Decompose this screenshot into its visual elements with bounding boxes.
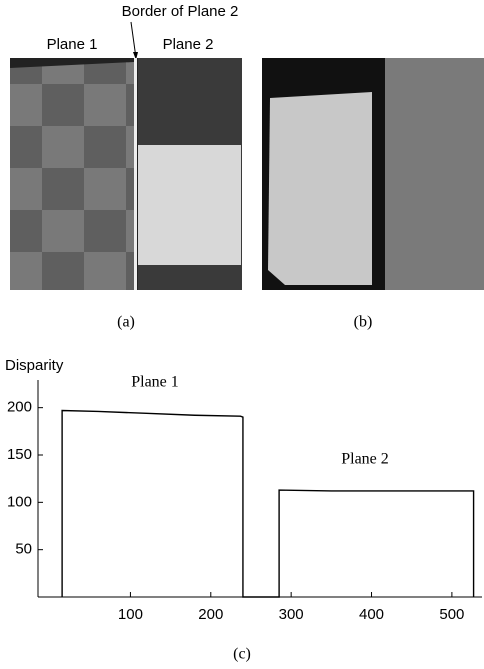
plane2-label: Plane 2 <box>163 36 214 53</box>
y-tick-label: 50 <box>15 541 32 558</box>
annotation: Plane 1 <box>131 374 179 391</box>
page: Border of Plane 2 Plane 1 Plane 2 (a) (b… <box>0 0 484 669</box>
x-tick-label: 200 <box>198 606 223 623</box>
caption-a: (a) <box>117 314 135 331</box>
image-b <box>262 58 484 290</box>
border-label: Border of Plane 2 <box>122 3 239 20</box>
plane1-label: Plane 1 <box>47 36 98 53</box>
x-tick-label: 400 <box>359 606 384 623</box>
y-tick-label: 100 <box>7 493 32 510</box>
caption-b: (b) <box>354 314 373 331</box>
data-line <box>62 411 473 597</box>
x-tick-label: 500 <box>439 606 464 623</box>
caption-c: (c) <box>233 646 251 663</box>
x-tick-label: 300 <box>279 606 304 623</box>
x-tick-label: 100 <box>118 606 143 623</box>
figure: Border of Plane 2 Plane 1 Plane 2 (a) (b… <box>0 0 484 669</box>
y-axis-label: Disparity <box>5 357 64 374</box>
annotation: Plane 2 <box>341 451 389 468</box>
y-tick-label: 150 <box>7 446 32 463</box>
y-tick-label: 200 <box>7 399 32 416</box>
image-a <box>10 58 242 290</box>
